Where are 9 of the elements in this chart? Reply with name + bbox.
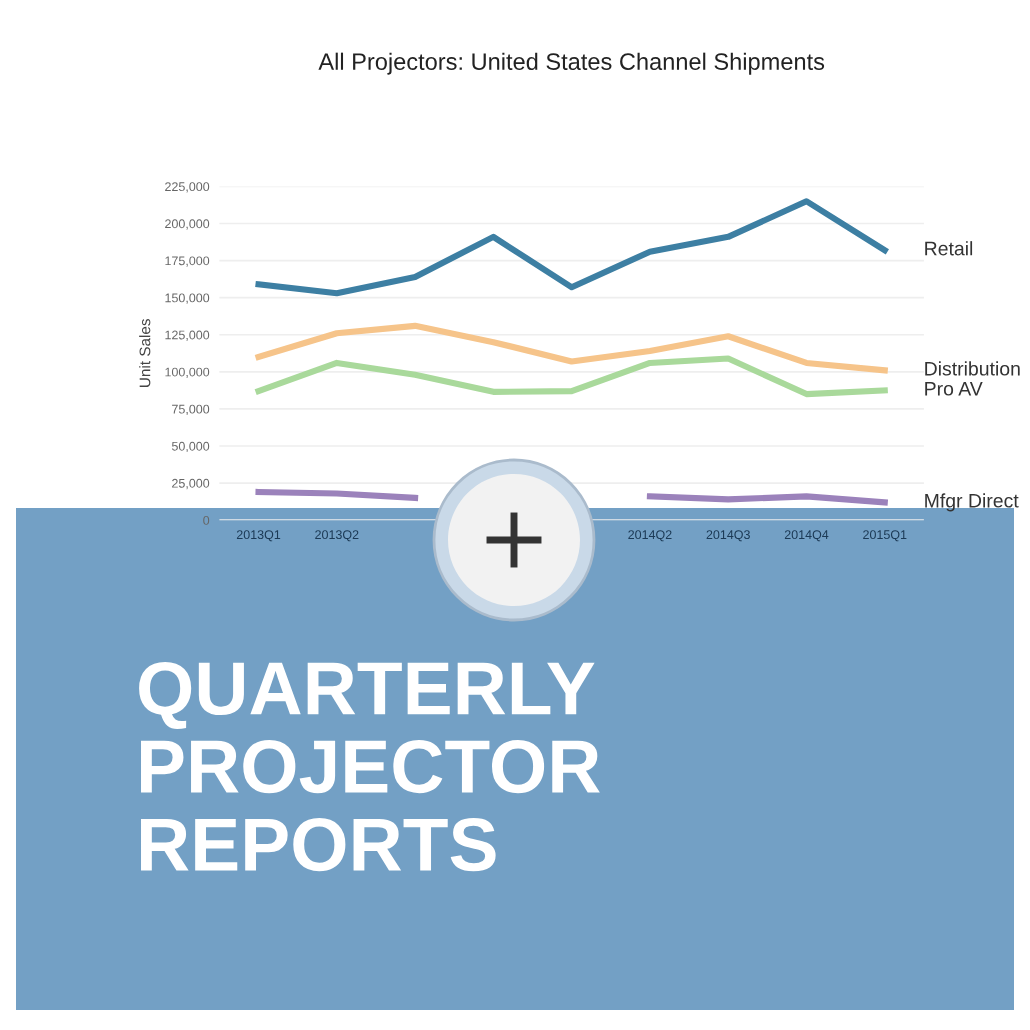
line-series	[255, 322, 888, 374]
line-series	[255, 355, 888, 398]
text: QUARTERLY PROJECTOR REPORTS	[139, 661, 600, 872]
chart-title: All Projectors: United States Channel Shipments	[318, 52, 825, 75]
line-series	[255, 198, 888, 297]
text: Pro AV	[925, 382, 983, 396]
text: Mfgr Direct	[925, 493, 1019, 512]
text: Distribution	[925, 361, 1020, 376]
text: Retail	[925, 241, 973, 256]
